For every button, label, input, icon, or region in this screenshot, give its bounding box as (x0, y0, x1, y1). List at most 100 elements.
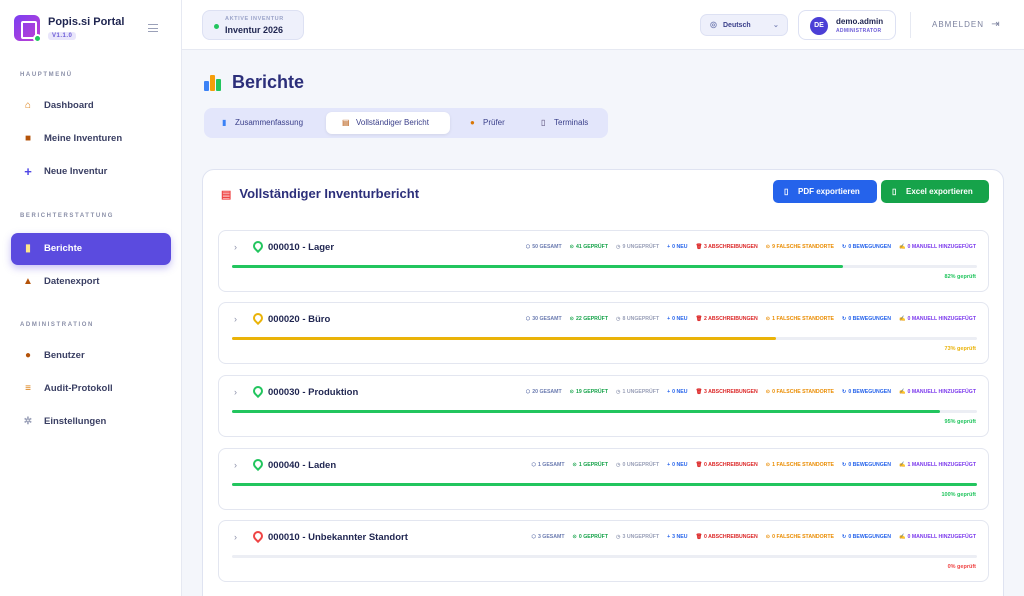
chevron-right-icon[interactable]: › (234, 387, 237, 397)
stat-unchecked-icon: ◷ (616, 462, 621, 468)
tab-pruefer[interactable]: ● Prüfer (470, 112, 516, 134)
stat-wrong-locations-text: 0 FALSCHE STANDORTE (772, 534, 834, 540)
logout-button[interactable]: ABMELDEN ⇥ (932, 19, 1001, 30)
stat-manual-added-icon: ✍ (899, 389, 906, 395)
progress-track (232, 555, 977, 558)
active-inventory-pill[interactable]: AKTIVE INVENTUR Inventur 2026 (202, 10, 304, 40)
stat-writeoffs-text: 3 ABSCHREIBUNGEN (704, 244, 758, 250)
sidebar-item-meine-inventuren[interactable]: ■ Meine Inventuren (11, 123, 171, 155)
stat-writeoffs-text: 0 ABSCHREIBUNGEN (704, 462, 758, 468)
sidebar-item-dashboard[interactable]: ⌂ Dashboard (11, 90, 171, 122)
stat-checked: ⊙ 0 GEPRÜFT (573, 534, 608, 540)
app-logo (14, 15, 42, 43)
sidebar-item-benutzer[interactable]: ● Benutzer (11, 340, 171, 372)
location-pin-icon (252, 313, 262, 325)
brand[interactable]: Popis.si Portal V1.1.0 (14, 15, 174, 49)
tab-vollstaendiger-bericht[interactable]: ▤ Vollständiger Bericht (326, 112, 450, 134)
location-name: 000030 - Produktion (268, 387, 359, 398)
stat-checked-text: 22 GEPRÜFT (576, 316, 608, 322)
stat-writeoffs-icon: 🗑 (695, 389, 703, 395)
stat-wrong-locations: ⊙ 1 FALSCHE STANDORTE (766, 316, 834, 322)
sidebar-item-label: Datenexport (44, 276, 100, 287)
progress-track (232, 410, 977, 413)
chart-icon: ▮ (25, 243, 31, 254)
stat-checked-text: 0 GEPRÜFT (578, 534, 608, 540)
stat-movements: ↻ 0 BEWEGUNGEN (842, 316, 891, 322)
sidebar-item-einstellungen[interactable]: ✲ Einstellungen (11, 406, 171, 438)
stat-unchecked-text: 8 UNGEPRÜFT (622, 316, 660, 322)
clipboard-icon: ▤ (221, 189, 232, 201)
stat-writeoffs-text: 2 ABSCHREIBUNGEN (704, 316, 758, 322)
sidebar-item-berichte[interactable]: ▮ Berichte (11, 233, 171, 265)
pdf-export-label: PDF exportieren (798, 187, 860, 196)
tab-label: Vollständiger Bericht (356, 118, 429, 127)
stat-writeoffs-icon: 🗑 (695, 316, 703, 322)
logout-label: ABMELDEN (932, 20, 985, 29)
stat-manual-added: ✍ 0 MANUELL HINZUGEFÜGT (899, 316, 976, 322)
chevron-right-icon[interactable]: › (234, 314, 237, 324)
sidebar: Popis.si Portal V1.1.0 HAUPTMENÜ ⌂ Dashb… (0, 0, 182, 596)
sidebar-item-audit-protokoll[interactable]: ≡ Audit-Protokoll (11, 373, 171, 405)
user-name: demo.admin (836, 17, 884, 26)
stat-new-text: 0 NEU (672, 316, 688, 322)
stat-new-icon: + (667, 462, 671, 468)
user-menu[interactable]: DE demo.admin ADMINISTRATOR (798, 10, 896, 40)
chevron-down-icon: ⌄ (773, 22, 779, 29)
plus-icon: + (24, 164, 32, 179)
stat-total: ⬡ 20 GESAMT (526, 389, 562, 395)
stat-new: +0 NEU (667, 462, 687, 468)
sidebar-item-neue-inventur[interactable]: + Neue Inventur (11, 156, 171, 188)
tab-label: Terminals (554, 118, 589, 127)
stat-movements-icon: ↻ (842, 316, 847, 322)
stat-total-text: 1 GESAMT (537, 462, 565, 468)
location-row[interactable]: › 000010 - Unbekannter Standort ⬡ 3 GESAMT ⊙… (218, 520, 989, 582)
sidebar-item-datenexport[interactable]: ▲ Datenexport (11, 266, 171, 298)
topbar: AKTIVE INVENTUR Inventur 2026 ◎ Deutsch … (182, 0, 1024, 50)
stat-writeoffs-text: 0 ABSCHREIBUNGEN (704, 534, 758, 540)
stat-manual-added: ✍ 1 MANUELL HINZUGEFÜGT (899, 462, 976, 468)
box-icon: ■ (24, 133, 32, 144)
gear-icon: ✲ (23, 416, 33, 427)
language-select[interactable]: ◎ Deutsch ⌄ (700, 14, 788, 36)
stat-checked-icon: ⊙ (572, 534, 577, 540)
stat-new-text: 0 NEU (672, 389, 688, 395)
location-pin-icon (252, 459, 262, 471)
divider (910, 12, 911, 38)
progress-label: 100% geprüft (941, 492, 976, 498)
chevron-right-icon[interactable]: › (234, 242, 237, 252)
stat-unchecked: ◷ 1 UNGEPRÜFT (616, 389, 659, 395)
location-row[interactable]: › 000020 - Büro ⬡ 30 GESAMT ⊙ 22 GEPRÜFT ◷ 8 UN… (218, 302, 989, 364)
stat-manual-added: ✍ 0 MANUELL HINZUGEFÜGT (899, 389, 976, 395)
location-row[interactable]: › 000010 - Lager ⬡ 50 GESAMT ⊙ 41 GEPRÜFT ◷ 9 U… (218, 230, 989, 292)
chevron-right-icon[interactable]: › (234, 460, 237, 470)
excel-export-button[interactable]: ▯ Excel exportieren (881, 180, 989, 203)
stat-movements-icon: ↻ (842, 389, 847, 395)
stat-new-text: 3 NEU (672, 534, 688, 540)
tab-zusammenfassung[interactable]: ▮ Zusammenfassung (222, 112, 322, 134)
progress-fill (232, 337, 776, 340)
progress-fill (232, 265, 843, 268)
device-icon: ▯ (541, 118, 546, 127)
stat-wrong-locations: ⊙ 0 FALSCHE STANDORTE (766, 389, 834, 395)
stat-writeoffs: 🗑 3 ABSCHREIBUNGEN (695, 389, 757, 395)
location-row[interactable]: › 000040 - Laden ⬡ 1 GESAMT ⊙ 1 GEPRÜFT ◷ 0 UNG… (218, 448, 989, 510)
stat-unchecked-text: 3 UNGEPRÜFT (622, 534, 660, 540)
stat-new: +0 NEU (667, 389, 687, 395)
stat-new: +0 NEU (667, 244, 687, 250)
file-icon: ▯ (784, 187, 789, 196)
location-stats: ⬡ 3 GESAMT ⊙ 0 GEPRÜFT ◷ 3 UNGEPRÜFT +3 NEU 🗑 0 … (523, 534, 976, 540)
stat-total-icon: ⬡ (525, 316, 531, 322)
stat-wrong-locations-icon: ⊙ (765, 316, 771, 322)
scroll-icon: ≡ (25, 383, 31, 394)
progress-label: 82% geprüft (944, 274, 976, 280)
chevron-right-icon[interactable]: › (234, 532, 237, 542)
tab-terminals[interactable]: ▯ Terminals (541, 112, 597, 134)
location-row[interactable]: › 000030 - Produktion ⬡ 20 GESAMT ⊙ 19 GEPRÜF… (218, 375, 989, 437)
stat-unchecked: ◷ 3 UNGEPRÜFT (616, 534, 659, 540)
menu-toggle-icon[interactable] (148, 24, 158, 32)
stat-new-icon: + (667, 316, 671, 322)
stat-unchecked-icon: ◷ (616, 534, 621, 540)
stat-manual-added-text: 1 MANUELL HINZUGEFÜGT (907, 462, 977, 468)
pdf-export-button[interactable]: ▯ PDF exportieren (773, 180, 877, 203)
chart-icon: ▮ (222, 118, 227, 127)
